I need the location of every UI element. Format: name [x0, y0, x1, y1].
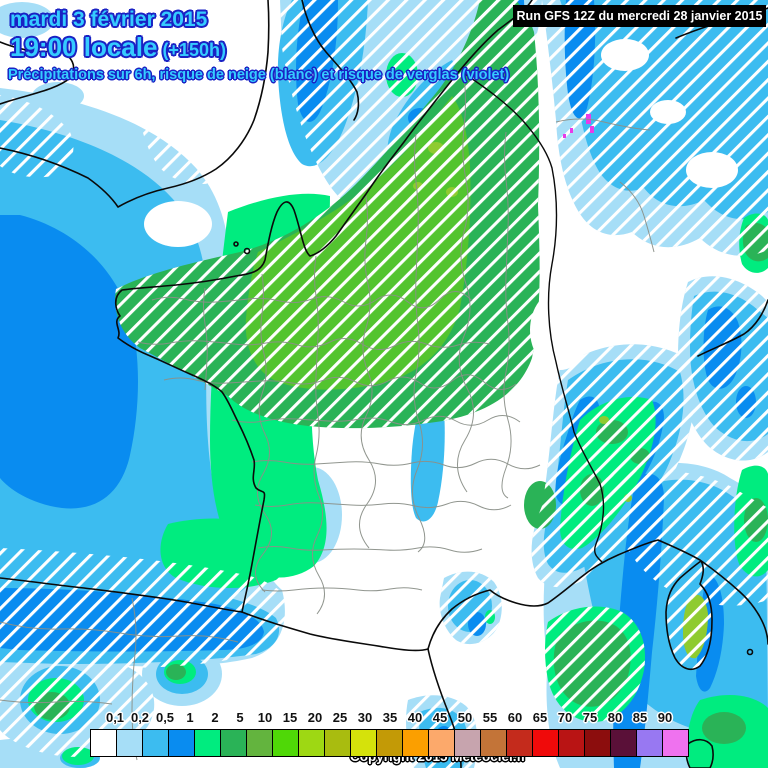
legend-cell — [168, 729, 195, 757]
legend-cell — [532, 729, 559, 757]
legend-tick-label: 10 — [257, 710, 273, 725]
run-info-box: Run GFS 12Z du mercredi 28 janvier 2015 — [513, 5, 766, 27]
legend-cell — [116, 729, 143, 757]
legend-tick-label: 5 — [236, 710, 244, 725]
legend-tick-label: 60 — [507, 710, 523, 725]
legend-tick-label: 45 — [432, 710, 448, 725]
legend-tick-label: 2 — [211, 710, 219, 725]
legend-cell — [428, 729, 455, 757]
legend-tick-label: 65 — [532, 710, 548, 725]
legend-tick-labels: 0,1 0,2 0,5 1 2 5 10 15 20 25 30 35 40 45 50 55 60 65 70 75… — [90, 710, 672, 727]
legend-cell — [90, 729, 117, 757]
legend-tick-label: 85 — [632, 710, 648, 725]
forecast-date: mardi 3 février 2015 — [10, 8, 208, 31]
legend-tick-label: 75 — [582, 710, 598, 725]
legend-cell — [636, 729, 663, 757]
legend-tick-label: 0,5 — [155, 710, 175, 725]
map-subtitle: Précipitations sur 6h, risque de neige (… — [8, 67, 510, 83]
forecast-time: 19:00 locale (+150h) — [10, 32, 226, 63]
legend-cell — [272, 729, 299, 757]
legend-cell — [142, 729, 169, 757]
legend-tick-label: 0,1 — [105, 710, 125, 725]
legend-cell — [402, 729, 429, 757]
legend-cell — [376, 729, 403, 757]
legend-cell — [662, 729, 689, 757]
legend-tick-label: 15 — [282, 710, 298, 725]
legend-tick-label: 1 — [186, 710, 194, 725]
legend-cell — [584, 729, 611, 757]
legend-cell — [298, 729, 325, 757]
legend-tick-label: 35 — [382, 710, 398, 725]
legend-cell — [324, 729, 351, 757]
legend-tick-label: 55 — [482, 710, 498, 725]
legend-cell — [506, 729, 533, 757]
legend-cell — [350, 729, 377, 757]
legend-tick-label: 40 — [407, 710, 423, 725]
legend-cell — [246, 729, 273, 757]
legend-cell — [558, 729, 585, 757]
forecast-time-label: 19:00 locale — [10, 32, 158, 62]
forecast-offset: (+150h) — [157, 40, 226, 60]
legend-cell — [480, 729, 507, 757]
legend-cell — [220, 729, 247, 757]
legend-tick-label: 20 — [307, 710, 323, 725]
legend-tick-label: 0,2 — [130, 710, 150, 725]
legend-tick-label: 90 — [657, 710, 673, 725]
department-border-layer — [0, 75, 655, 761]
legend-tick-label: 50 — [457, 710, 473, 725]
legend-cell — [194, 729, 221, 757]
legend-color-scale — [90, 729, 689, 757]
legend-tick-label: 25 — [332, 710, 348, 725]
legend-cell — [610, 729, 637, 757]
legend-tick-label: 80 — [607, 710, 623, 725]
legend-cell — [454, 729, 481, 757]
legend-tick-label: 70 — [557, 710, 573, 725]
legend-tick-label: 30 — [357, 710, 373, 725]
